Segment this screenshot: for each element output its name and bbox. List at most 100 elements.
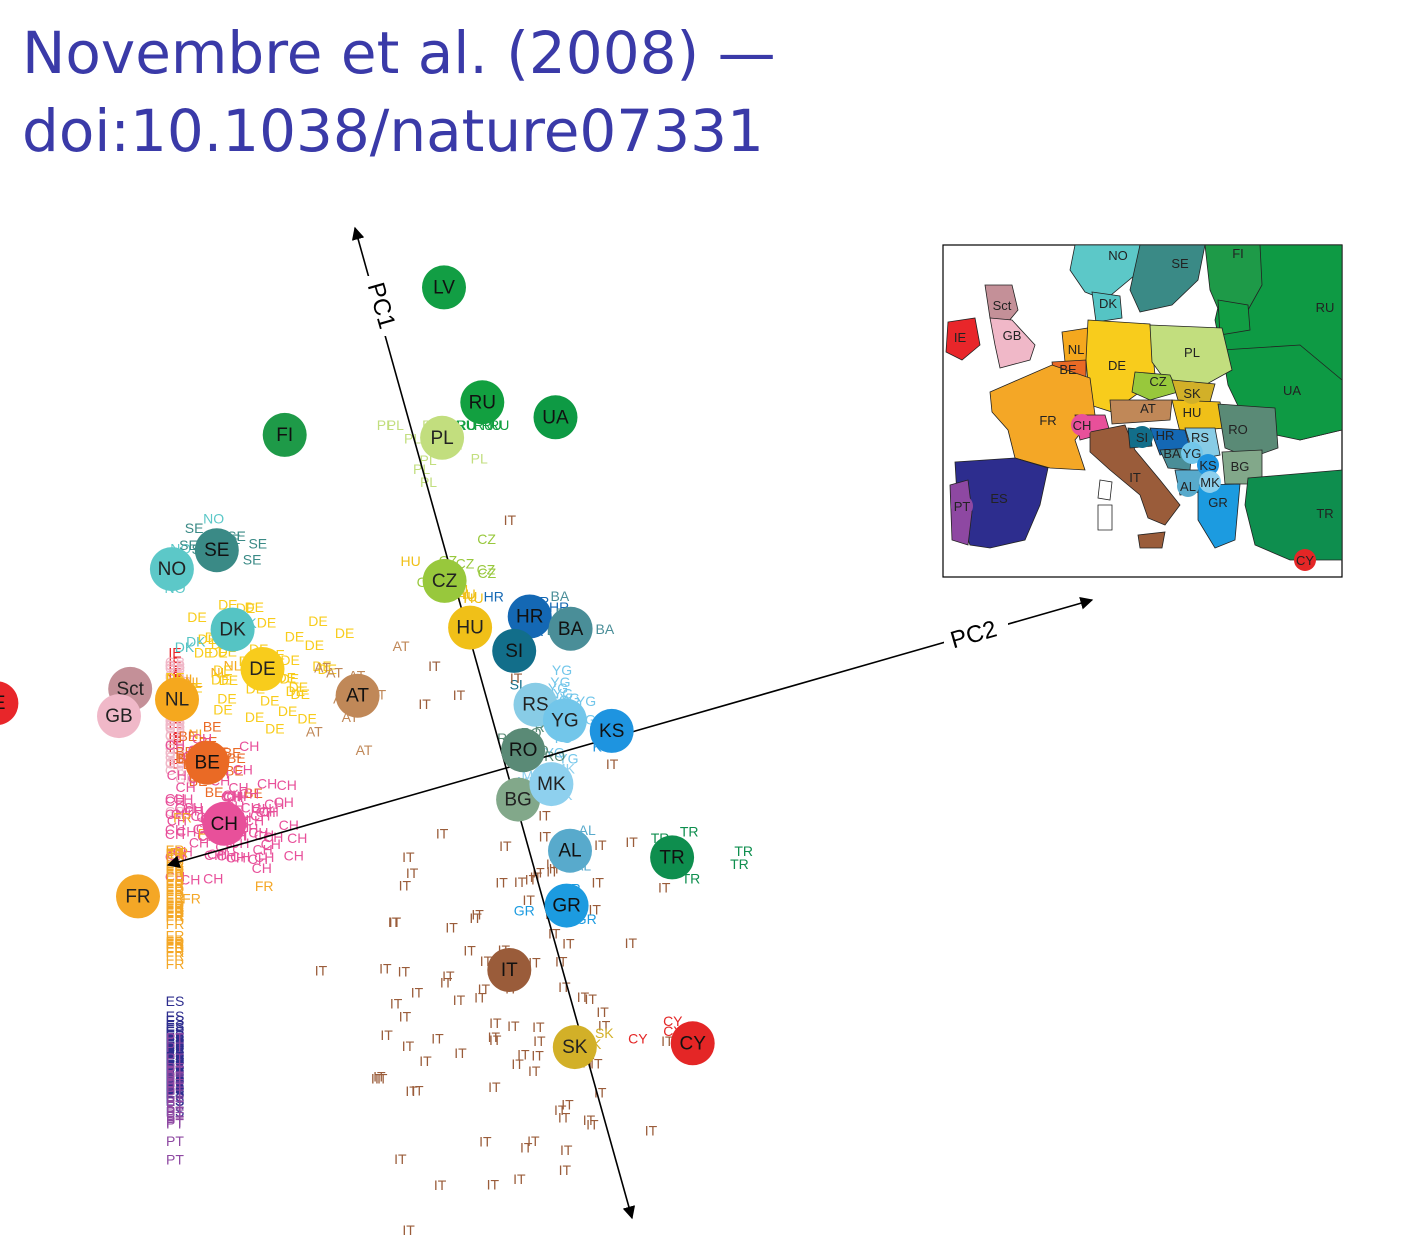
sample-label: ES [166, 1045, 185, 1061]
sample-label: ES [166, 1033, 185, 1049]
sample-label: IT [394, 1151, 407, 1167]
sample-label: PT [166, 1083, 184, 1099]
sample-label: IT [591, 875, 604, 891]
sample-label: IT [405, 1083, 418, 1099]
sample-label: IT [522, 892, 535, 908]
sample-label: IT [625, 834, 638, 850]
inset-marker [951, 495, 973, 517]
centroid-ie: IE [0, 681, 19, 725]
centroid-label: RS [522, 695, 548, 716]
sample-label: ES [166, 1052, 185, 1068]
centroid-nl: NL [155, 677, 199, 722]
sample-label: ES [166, 1092, 185, 1108]
sample-label: ES [166, 1049, 185, 1065]
inset-label-gb: GB [1003, 328, 1022, 343]
sample-label: CZ [478, 565, 497, 581]
sample-label: IT [495, 875, 508, 891]
sample-label: IT [606, 756, 619, 772]
centroid-label: IT [501, 960, 518, 981]
sample-label: PT [166, 1063, 184, 1079]
inset-label-ks: KS [1199, 458, 1217, 473]
sample-label: CH [165, 826, 185, 842]
sample-label: CH [165, 868, 185, 884]
centroid-dk: DK [210, 607, 255, 652]
sample-label: DE [187, 609, 206, 625]
sample-label: CH [233, 762, 253, 778]
sample-label: ES [166, 1031, 185, 1047]
sample-label: IT [411, 985, 424, 1001]
sample-label: ES [166, 1053, 185, 1069]
sample-label: FR [166, 890, 185, 906]
sample-label: FR [166, 909, 185, 925]
sample-label: FR [166, 939, 185, 955]
centroid-label: NL [165, 690, 189, 711]
centroid-bg: BG [496, 777, 541, 822]
centroid-circle [448, 605, 493, 650]
sample-label: IT [488, 1079, 501, 1095]
sample-label: PT [166, 1069, 184, 1085]
sample-label: ES [166, 1068, 185, 1084]
sample-label: PT [166, 1103, 184, 1119]
sample-label: ES [166, 1079, 185, 1095]
sample-label: ES [166, 1057, 185, 1073]
sample-label: TR [680, 823, 699, 839]
sample-label: IT [379, 960, 392, 976]
sample-label: CH [287, 830, 307, 846]
sample-label: ES [166, 1057, 185, 1073]
region-lv [1217, 299, 1251, 336]
sample-label: ES [166, 1052, 185, 1068]
sample-label: PT [166, 1070, 184, 1086]
centroid-circle [155, 677, 199, 722]
centroid-yg: YG [542, 698, 587, 743]
inset-marker [1181, 382, 1203, 404]
sample-label: FR [166, 904, 185, 920]
inset-label-al: AL [1180, 479, 1196, 494]
sample-label: IT [428, 658, 441, 674]
sample-label: ES [166, 1030, 185, 1046]
sample-label: ES [166, 1056, 185, 1072]
inset-label-nl: NL [1068, 342, 1085, 357]
centroid-hu: HU [448, 605, 493, 650]
sample-label: PT [166, 1112, 184, 1128]
sample-label: ES [166, 1085, 185, 1101]
sample-label: HU [400, 553, 420, 569]
centroid-ua: UA [533, 395, 578, 440]
inset-label-es: ES [990, 491, 1008, 506]
centroid-circle [460, 380, 505, 425]
sample-label: CZ [477, 531, 496, 547]
sample-label: PT [166, 1039, 184, 1055]
sample-label: ES [166, 1046, 185, 1062]
sample-label: PT [166, 1092, 184, 1108]
sample-label: IT [561, 1096, 574, 1112]
centroid-circle [548, 828, 592, 873]
sample-label: IT [453, 687, 466, 703]
centroid-circle [422, 558, 467, 603]
sample-label: DE [245, 709, 264, 725]
sample-label: FR [166, 908, 185, 924]
region-fr [989, 364, 1096, 471]
sample-label: CH [254, 849, 274, 865]
centroid-circle [548, 606, 593, 651]
sample-label: IT [453, 992, 466, 1008]
region-se [1129, 245, 1206, 313]
sample-label: PT [166, 1062, 184, 1078]
sample-label: IT [514, 874, 527, 890]
sample-label: IT [562, 935, 575, 951]
sample-label: ES [166, 1078, 185, 1094]
centroid-circle [262, 412, 307, 457]
sample-label: PT [166, 1106, 184, 1122]
sample-label: PT [166, 1104, 184, 1120]
sample-label: PT [166, 1112, 184, 1128]
inset-label-pl: PL [1184, 345, 1200, 360]
sample-label: DE [286, 683, 305, 699]
centroid-be: BE [185, 740, 230, 785]
centroid-circle [552, 1025, 597, 1070]
sample-label: ES [166, 1037, 185, 1053]
sample-label: DE [245, 599, 264, 615]
inset-marker [1197, 454, 1219, 476]
sample-label: PT [166, 1068, 184, 1084]
sample-label: FR [166, 916, 185, 932]
sample-label: ES [166, 1049, 185, 1065]
inset-label-pt: PT [954, 499, 971, 514]
region-dk [1091, 291, 1123, 323]
